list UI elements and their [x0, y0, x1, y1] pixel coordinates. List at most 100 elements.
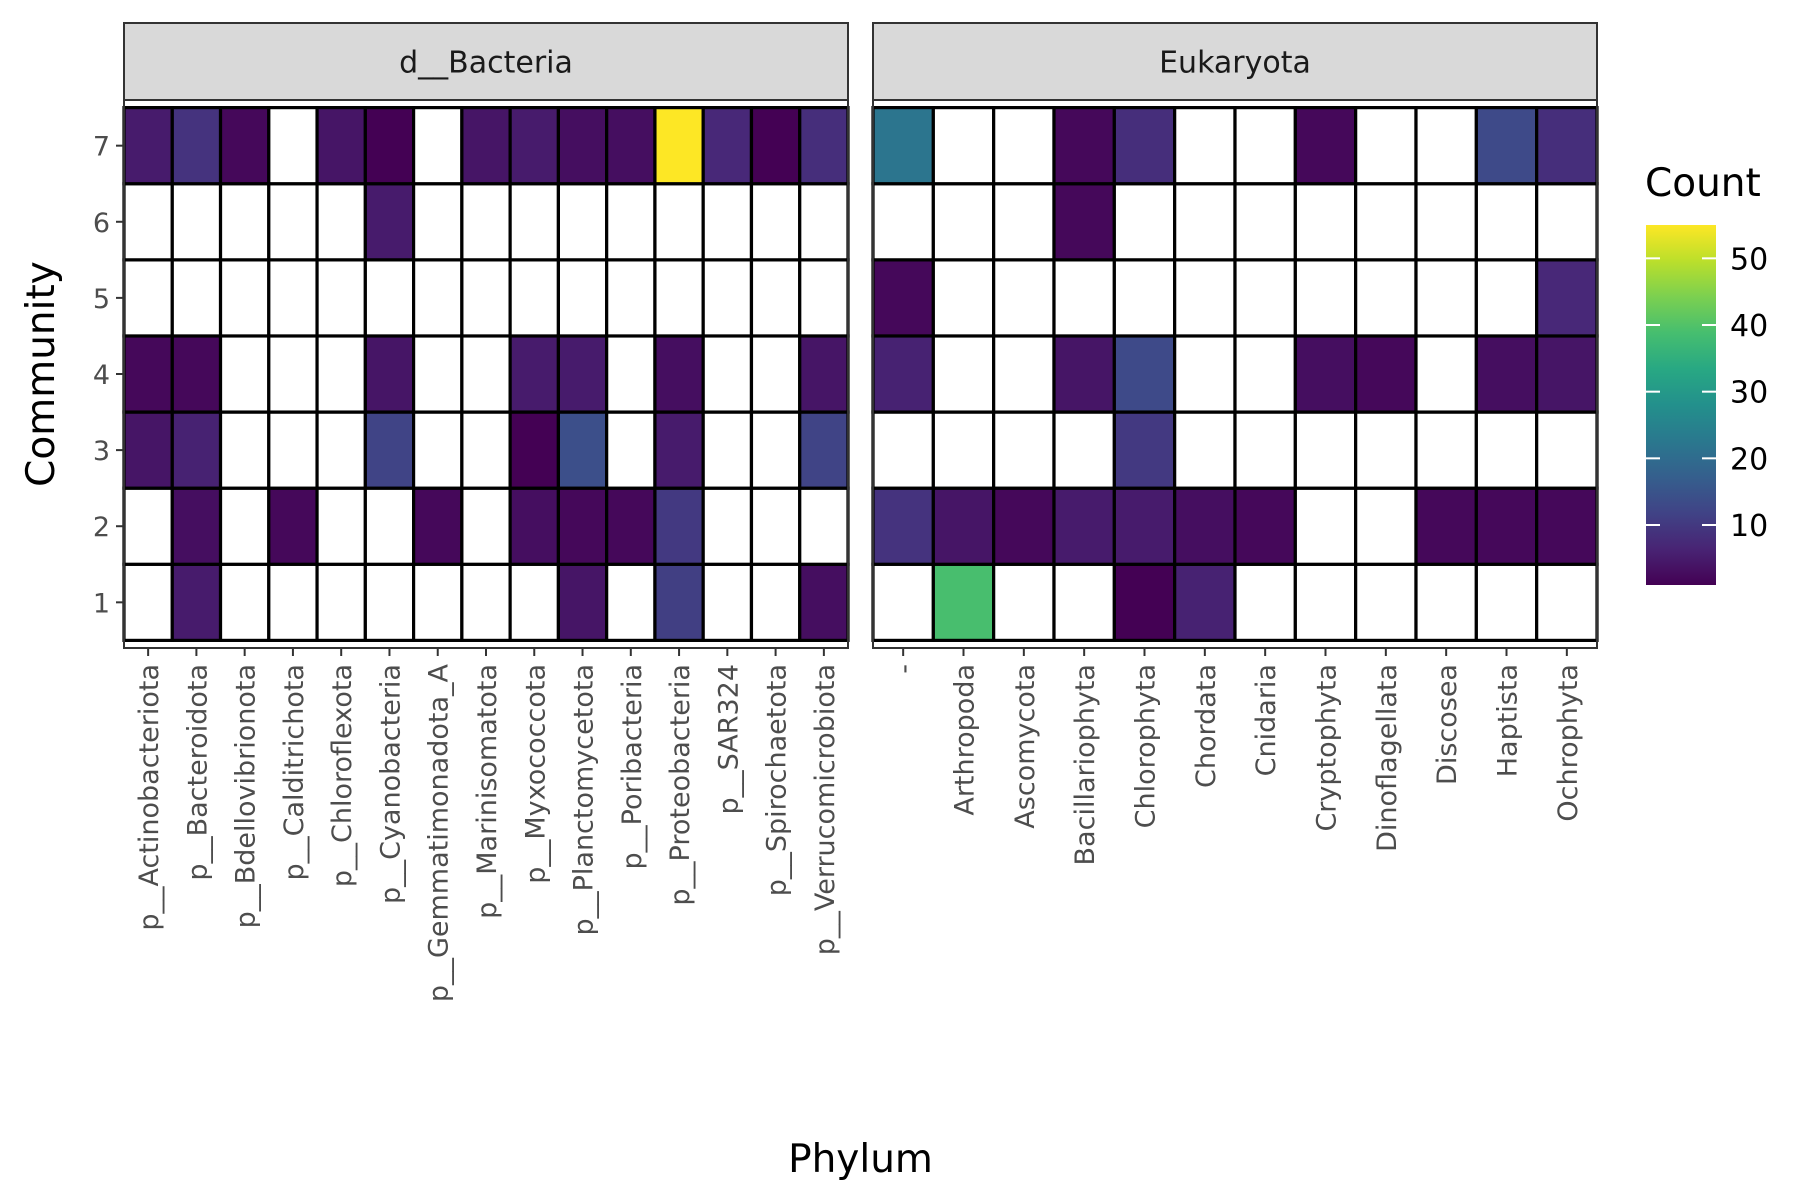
heatmap-cell [556, 106, 609, 186]
heatmap-cell [1535, 562, 1599, 642]
heatmap-cell [653, 182, 705, 262]
heatmap-cell [218, 258, 271, 338]
heatmap-cell [931, 562, 996, 642]
heatmap-cell [1052, 562, 1116, 642]
y-tick-label-4: 4 [93, 360, 110, 391]
heatmap-cell [1233, 106, 1297, 186]
heatmap-cell [460, 258, 512, 338]
x-tick-label-p-sar324: p__SAR324 [713, 664, 744, 815]
heatmap-cell [749, 334, 802, 414]
facet-strip [123, 22, 849, 101]
heatmap-cell [1535, 334, 1599, 414]
heatmap-cell [798, 258, 850, 338]
x-tick-label-p-calditrichota: p__Calditrichota [279, 664, 310, 880]
heatmap-cell [701, 562, 754, 642]
heatmap-cell [798, 562, 850, 642]
heatmap-cell [1112, 182, 1177, 262]
x-tick-label-p-gemmatimonadota-a: p__Gemmatimonadota_A [424, 663, 455, 1002]
heatmap-cell [749, 486, 802, 566]
heatmap-cell [1173, 486, 1237, 566]
y-tick-label-1: 1 [93, 588, 110, 619]
x-tick-label-p-bacteroidota: p__Bacteroidota [182, 664, 213, 881]
heatmap-cell [267, 486, 319, 566]
heatmap-cell [363, 486, 416, 566]
heatmap-cell [1293, 486, 1358, 566]
heatmap-cell [1233, 258, 1297, 338]
x-tick-label-bacillariophyta: Bacillariophyta [1070, 664, 1101, 865]
heatmap-cell [363, 334, 416, 414]
heatmap-cell [170, 106, 223, 186]
heatmap-cell [170, 410, 223, 490]
heatmap-cell [653, 410, 705, 490]
heatmap-cell [605, 106, 657, 186]
heatmap-cell [1354, 562, 1418, 642]
heatmap-cell [1354, 410, 1418, 490]
heatmap-cell [1112, 410, 1177, 490]
heatmap-cell [315, 486, 367, 566]
heatmap-cell [315, 182, 367, 262]
heatmap-cell [218, 410, 271, 490]
y-axis-title: Community [19, 261, 64, 487]
heatmap-cell [605, 258, 657, 338]
heatmap-cell [1414, 334, 1478, 414]
heatmap-cell [1173, 334, 1237, 414]
heatmap-cell [798, 334, 850, 414]
x-tick-label-p-spirochaetota: p__Spirochaetota [762, 664, 793, 896]
heatmap-cell [267, 258, 319, 338]
legend-colorbar [1646, 225, 1716, 585]
heatmap-cell [218, 486, 271, 566]
x-tick-label-discosea: Discosea [1432, 664, 1463, 785]
heatmap-cell [1535, 182, 1599, 262]
heatmap-cell [871, 258, 935, 338]
x-axis-title: Phylum [788, 1137, 933, 1182]
x-tick-label-chordata: Chordata [1191, 664, 1222, 788]
heatmap-cell [218, 182, 271, 262]
heatmap-cell [1233, 334, 1297, 414]
heatmap-cell [1354, 106, 1418, 186]
x-tick-label-p-myxococcota: p__Myxococcota [520, 664, 551, 884]
heatmap-cell [1112, 562, 1177, 642]
legend-tick-label: 30 [1730, 376, 1768, 411]
x-tick-label-cryptophyta: Cryptophyta [1312, 664, 1343, 832]
heatmap-cell [170, 334, 223, 414]
heatmap-cell [798, 410, 850, 490]
heatmap-cell [508, 410, 560, 490]
heatmap-cell [363, 258, 416, 338]
panel-border [872, 99, 1598, 649]
x-tick-label-p-verrucomicrobiota: p__Verrucomicrobiota [810, 664, 841, 955]
heatmap-cell [1414, 410, 1478, 490]
heatmap-cell [653, 106, 705, 186]
heatmap-cell [992, 182, 1056, 262]
heatmap-cell [1354, 486, 1418, 566]
heatmap-cell [1112, 334, 1177, 414]
heatmap-cell [267, 182, 319, 262]
heatmap-cell [605, 410, 657, 490]
heatmap-cell [653, 334, 705, 414]
heatmap-cell [992, 410, 1056, 490]
x-tick-label-p-chloroflexota: p__Chloroflexota [327, 664, 358, 887]
heatmap-cell [315, 106, 367, 186]
facet-strip-label: d__Bacteria [399, 46, 573, 81]
heatmap-cell [749, 562, 802, 642]
heatmap-cell [1052, 410, 1116, 490]
heatmap-cell [556, 334, 609, 414]
legend-tick-label: 10 [1730, 509, 1768, 544]
heatmap-cell [653, 486, 705, 566]
heatmap-cell [1293, 106, 1358, 186]
heatmap-cell [122, 182, 174, 262]
heatmap-cell [992, 106, 1056, 186]
heatmap-cell [508, 258, 560, 338]
heatmap-cell [1535, 258, 1599, 338]
heatmap-cell [1474, 562, 1539, 642]
facet-panel-2: Eukaryota - Arthropoda Ascomycota Bacillario… [871, 22, 1599, 865]
heatmap-cell [1293, 182, 1358, 262]
heatmap-cell [701, 334, 754, 414]
heatmap-cell [1052, 106, 1116, 186]
legend-tick-label: 20 [1730, 442, 1768, 477]
heatmap-cell [1535, 410, 1599, 490]
heatmap-cell [1414, 182, 1478, 262]
heatmap-cell [1414, 106, 1478, 186]
heatmap-cell [363, 182, 416, 262]
heatmap-cell [508, 106, 560, 186]
heatmap-cell [931, 410, 996, 490]
